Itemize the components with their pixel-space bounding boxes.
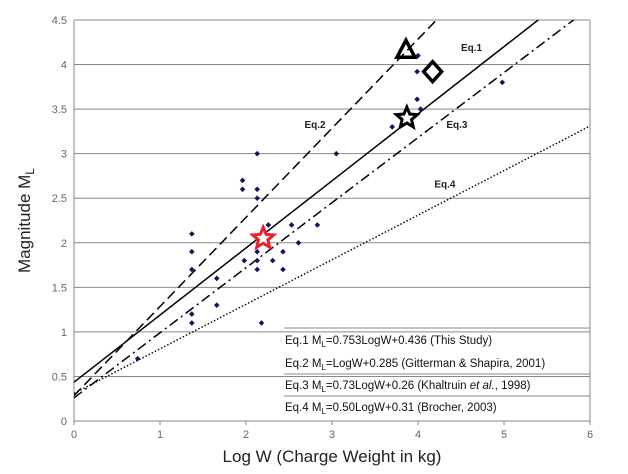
- data-point: [265, 222, 272, 228]
- y-tick-label: 0: [61, 416, 67, 428]
- legend-text-part: L: [321, 385, 326, 394]
- data-point: [134, 355, 141, 362]
- data-point: [280, 266, 286, 273]
- data-point: [254, 150, 260, 157]
- data-point: [189, 248, 195, 255]
- series-line-eq1: [74, 20, 540, 383]
- legend-text-part: Eq.3 M: [285, 380, 321, 392]
- legend-text-part: L: [321, 407, 326, 416]
- data-point: [254, 186, 260, 193]
- series-annotation: Eq.2: [304, 120, 326, 131]
- data-point: [280, 248, 286, 255]
- legend-entry-1: Eq.1 ML=0.753LogW+0.436 (This Study): [285, 335, 492, 349]
- data-point: [414, 96, 420, 103]
- data-point: [213, 275, 220, 282]
- legend-text-part: =0.50LogW+0.31 (Brocher, 2003): [326, 402, 497, 414]
- y-tick-label: 2: [61, 238, 67, 250]
- data-point: [189, 320, 195, 326]
- data-point: [414, 68, 420, 75]
- data-point: [254, 266, 260, 273]
- x-tick-label: 5: [501, 429, 507, 441]
- legend-text-part: Eq.4 M: [285, 402, 321, 414]
- data-point: [239, 186, 246, 193]
- x-tick-label: 0: [71, 429, 77, 441]
- y-tick-label: 4.5: [52, 15, 67, 27]
- y-tick-label: 3.5: [52, 104, 67, 116]
- y-axis-label-main: Magnitude M: [15, 175, 34, 273]
- legend-text-part: et al.: [470, 380, 495, 392]
- data-point: [189, 231, 195, 237]
- series-line-eq3: [74, 20, 575, 399]
- data-point: [254, 195, 260, 202]
- y-tick-label: 1.5: [52, 282, 67, 294]
- series-annotation: Eq.4: [434, 180, 456, 191]
- y-tick-label: 4: [61, 60, 67, 72]
- data-point: [213, 302, 220, 308]
- diamond-marker: [421, 59, 444, 85]
- data-point: [417, 106, 424, 112]
- data-point: [189, 266, 195, 273]
- y-tick-label: 0.5: [52, 371, 67, 383]
- data-point: [389, 124, 395, 130]
- x-tick-label: 3: [329, 429, 335, 441]
- y-axis-label-sub: L: [23, 168, 37, 175]
- legend-entry-4: Eq.4 ML=0.50LogW+0.31 (Brocher, 2003): [285, 402, 497, 416]
- legend-text-part: , 1998): [495, 380, 531, 392]
- star-marker: [392, 103, 421, 131]
- y-tick-label: 1: [61, 327, 67, 339]
- legend-entry-2: Eq.2 ML=LogW+0.285 (Gitterman & Shapira,…: [285, 358, 545, 372]
- x-axis-label: Log W (Charge Weight in kg): [223, 447, 442, 466]
- data-point: [314, 222, 321, 228]
- legend-text-part: Eq.2 M: [285, 358, 321, 370]
- triangle-marker: [394, 36, 418, 60]
- data-point: [295, 239, 302, 246]
- legend-text-part: L: [321, 340, 326, 349]
- x-tick-label: 1: [157, 429, 163, 441]
- x-tick-label: 2: [243, 429, 249, 441]
- series-annotation: Eq.3: [446, 120, 468, 131]
- data-point: [288, 222, 295, 228]
- y-axis-label: Magnitude ML: [15, 168, 37, 273]
- data-point: [189, 311, 195, 317]
- y-tick-label: 3: [61, 149, 67, 161]
- data-point: [499, 79, 506, 86]
- series-line-eq4: [74, 125, 590, 394]
- legend-text-part: Eq.1 M: [285, 335, 321, 347]
- y-tick-label: 2.5: [52, 193, 67, 205]
- data-point: [239, 177, 246, 184]
- data-point: [254, 257, 260, 264]
- legend-text-part: =LogW+0.285 (Gitterman & Shapira, 2001): [326, 358, 545, 370]
- data-point: [333, 150, 340, 157]
- x-tick-label: 6: [587, 429, 593, 441]
- legend-text-part: =0.753LogW+0.436 (This Study): [326, 335, 492, 347]
- series-annotation: Eq.1: [461, 43, 483, 54]
- legend-entry-3: Eq.3 ML=0.73LogW+0.26 (Khaltruin et al.,…: [285, 380, 531, 394]
- series-line-eq2: [74, 20, 438, 397]
- data-point: [254, 248, 260, 255]
- data-point: [258, 320, 265, 326]
- legend-text-part: =0.73LogW+0.26 (Khaltruin: [326, 380, 470, 392]
- legend-text-part: L: [321, 363, 326, 372]
- data-point: [241, 257, 248, 264]
- series-group: [74, 20, 590, 399]
- red-star-marker: [249, 223, 278, 251]
- data-point: [269, 257, 276, 264]
- x-tick-label: 4: [415, 429, 421, 441]
